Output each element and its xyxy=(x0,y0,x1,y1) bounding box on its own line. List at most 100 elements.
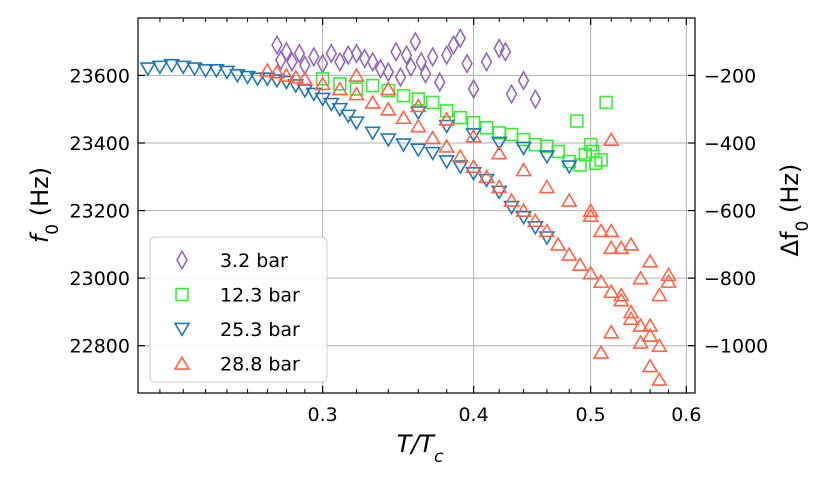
data-point xyxy=(174,60,192,75)
data-point xyxy=(268,64,286,79)
data-point xyxy=(382,61,395,83)
data-point xyxy=(538,222,556,238)
data-point xyxy=(660,273,677,288)
data-point xyxy=(409,106,427,121)
data-point xyxy=(651,287,668,302)
data-point xyxy=(602,324,620,339)
legend-box xyxy=(149,236,328,383)
legend-label: 3.2 bar xyxy=(220,250,288,272)
data-point xyxy=(490,136,508,151)
x-axis-label: T/Tc xyxy=(397,430,444,467)
data-point xyxy=(394,66,407,88)
y-tick-label-left: 23400 xyxy=(70,133,130,155)
data-point xyxy=(451,160,469,175)
data-point xyxy=(349,82,364,96)
data-point xyxy=(538,150,556,165)
x-tick-label: 0.3 xyxy=(308,404,338,426)
data-point xyxy=(529,88,542,110)
data-point xyxy=(599,95,613,110)
data-point xyxy=(490,179,508,194)
data-point xyxy=(641,327,659,342)
data-point xyxy=(651,371,668,386)
data-point xyxy=(451,148,469,163)
data-point xyxy=(453,110,468,125)
data-point xyxy=(415,51,428,73)
data-point xyxy=(612,239,630,255)
data-point xyxy=(334,51,346,73)
series-triangle-up xyxy=(258,62,677,386)
data-point xyxy=(517,70,530,91)
data-point xyxy=(424,130,442,145)
data-point xyxy=(461,53,473,74)
data-point xyxy=(333,77,347,91)
data-point xyxy=(405,56,417,78)
data-point xyxy=(622,304,640,319)
data-point xyxy=(258,72,276,87)
data-point xyxy=(632,270,650,285)
data-marks xyxy=(139,27,677,386)
legend-label: 28.8 bar xyxy=(220,354,300,376)
y-tick-label-right: −200 xyxy=(704,65,756,87)
legend-marker xyxy=(173,355,191,370)
y-tick-label-left: 23200 xyxy=(70,201,130,223)
data-point xyxy=(478,168,495,184)
data-point xyxy=(425,95,440,110)
data-point xyxy=(632,334,650,349)
data-point xyxy=(516,132,531,147)
data-point xyxy=(218,65,236,80)
data-point xyxy=(438,119,456,134)
data-point xyxy=(379,133,397,148)
data-point xyxy=(493,38,506,59)
data-point xyxy=(286,51,298,73)
data-point xyxy=(602,239,620,255)
data-point xyxy=(467,78,480,100)
data-point xyxy=(396,88,411,103)
data-point xyxy=(366,51,379,73)
data-point xyxy=(426,46,439,68)
data-point xyxy=(641,317,659,332)
legend-marker xyxy=(176,249,188,271)
data-point xyxy=(538,231,556,246)
data-point xyxy=(504,127,519,142)
data-point xyxy=(331,102,349,118)
y-tick-label-right: −400 xyxy=(704,133,756,155)
data-point xyxy=(480,51,493,73)
data-point xyxy=(395,138,412,153)
data-point xyxy=(409,97,427,113)
data-point xyxy=(560,192,578,207)
data-point xyxy=(622,236,640,251)
data-point xyxy=(505,83,518,105)
data-point xyxy=(465,167,482,182)
data-point xyxy=(411,92,426,106)
data-point xyxy=(186,62,203,77)
data-point xyxy=(409,143,427,158)
legend: 3.2 bar 12.3 bar 25.3 bar 28.8 bar xyxy=(149,236,328,383)
data-point xyxy=(296,70,314,86)
data-point xyxy=(479,121,494,135)
x-tick-label: 0.6 xyxy=(671,404,701,426)
y-axis-label-left: f0 (Hz) xyxy=(26,167,63,243)
data-point xyxy=(314,92,332,107)
data-point xyxy=(419,63,432,85)
data-point xyxy=(503,200,520,216)
data-point xyxy=(490,145,508,160)
data-point xyxy=(364,94,382,109)
data-point xyxy=(602,131,620,147)
data-point xyxy=(515,162,532,177)
data-point xyxy=(570,114,584,128)
data-point xyxy=(651,337,668,353)
data-point xyxy=(528,137,543,152)
data-point xyxy=(438,138,456,153)
data-point xyxy=(296,84,314,99)
data-point xyxy=(287,69,305,84)
y-tick-label-right: −800 xyxy=(704,268,756,290)
data-point xyxy=(526,221,544,236)
data-point xyxy=(465,128,482,143)
data-point xyxy=(602,283,620,299)
data-point xyxy=(325,43,338,64)
data-point xyxy=(364,126,382,141)
data-point xyxy=(197,63,214,79)
data-point xyxy=(424,146,442,162)
data-point xyxy=(515,141,532,156)
